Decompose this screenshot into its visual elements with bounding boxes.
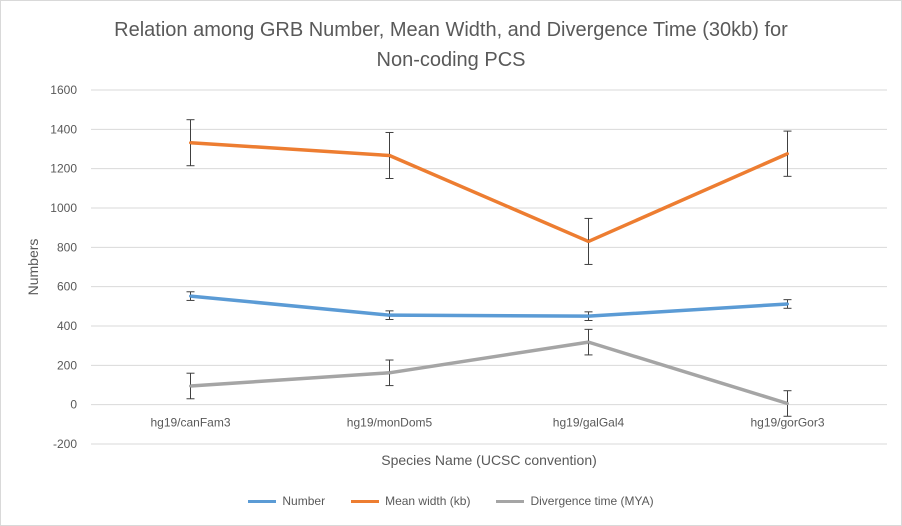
legend-item: Divergence time (MYA) <box>496 494 654 508</box>
legend-swatch <box>351 499 380 503</box>
data-point <box>189 384 192 388</box>
series-line <box>190 340 789 406</box>
y-tick-label: -200 <box>53 437 77 451</box>
x-tick-label: hg19/galGal4 <box>553 416 625 430</box>
data-point <box>587 340 590 344</box>
data-point <box>189 294 192 298</box>
series-2 <box>186 328 792 417</box>
legend-label: Number <box>282 494 326 508</box>
chart-title-line-1: Relation among GRB Number, Mean Width, a… <box>114 19 788 41</box>
series-1 <box>186 119 792 265</box>
data-point <box>786 302 789 306</box>
data-point <box>786 401 789 405</box>
x-tick-label: hg19/gorGor3 <box>750 416 824 430</box>
x-tick-label: hg19/canFam3 <box>150 416 230 430</box>
y-tick-label: 1600 <box>50 83 77 97</box>
legend-label: Mean width (kb) <box>385 494 471 508</box>
y-tick-label: 1000 <box>50 201 77 215</box>
y-tick-label: 1200 <box>50 162 77 176</box>
legend-label: Divergence time (MYA) <box>530 494 654 508</box>
legend-item: Mean width (kb) <box>351 494 470 508</box>
data-point <box>388 313 391 317</box>
x-axis-label: Species Name (UCSC convention) <box>381 452 597 468</box>
data-point <box>388 153 391 157</box>
y-axis-label: Numbers <box>25 239 41 296</box>
series-line <box>190 140 789 244</box>
series-line <box>190 294 788 318</box>
y-tick-label: 0 <box>70 398 77 412</box>
legend-swatch <box>248 499 277 503</box>
legend-swatch <box>496 499 525 503</box>
chart-title: Relation among GRB Number, Mean Width, a… <box>1 15 901 75</box>
y-tick-label: 600 <box>57 280 77 294</box>
series-0 <box>186 291 792 321</box>
y-tick-label: 400 <box>57 319 77 333</box>
legend: Number Mean width (kb) Divergence time (MY… <box>1 494 901 508</box>
data-point <box>587 314 590 318</box>
data-point <box>189 141 192 145</box>
data-point <box>786 152 789 156</box>
x-tick-label: hg19/monDom5 <box>347 416 433 430</box>
y-tick-label: 1400 <box>50 122 77 136</box>
chart-title-line-2: Non-coding PCS <box>376 49 526 71</box>
y-tick-label: 200 <box>57 358 77 372</box>
y-tick-label: 800 <box>57 240 77 254</box>
data-point <box>587 239 590 243</box>
data-point <box>388 371 391 375</box>
legend-item: Number <box>248 494 325 508</box>
